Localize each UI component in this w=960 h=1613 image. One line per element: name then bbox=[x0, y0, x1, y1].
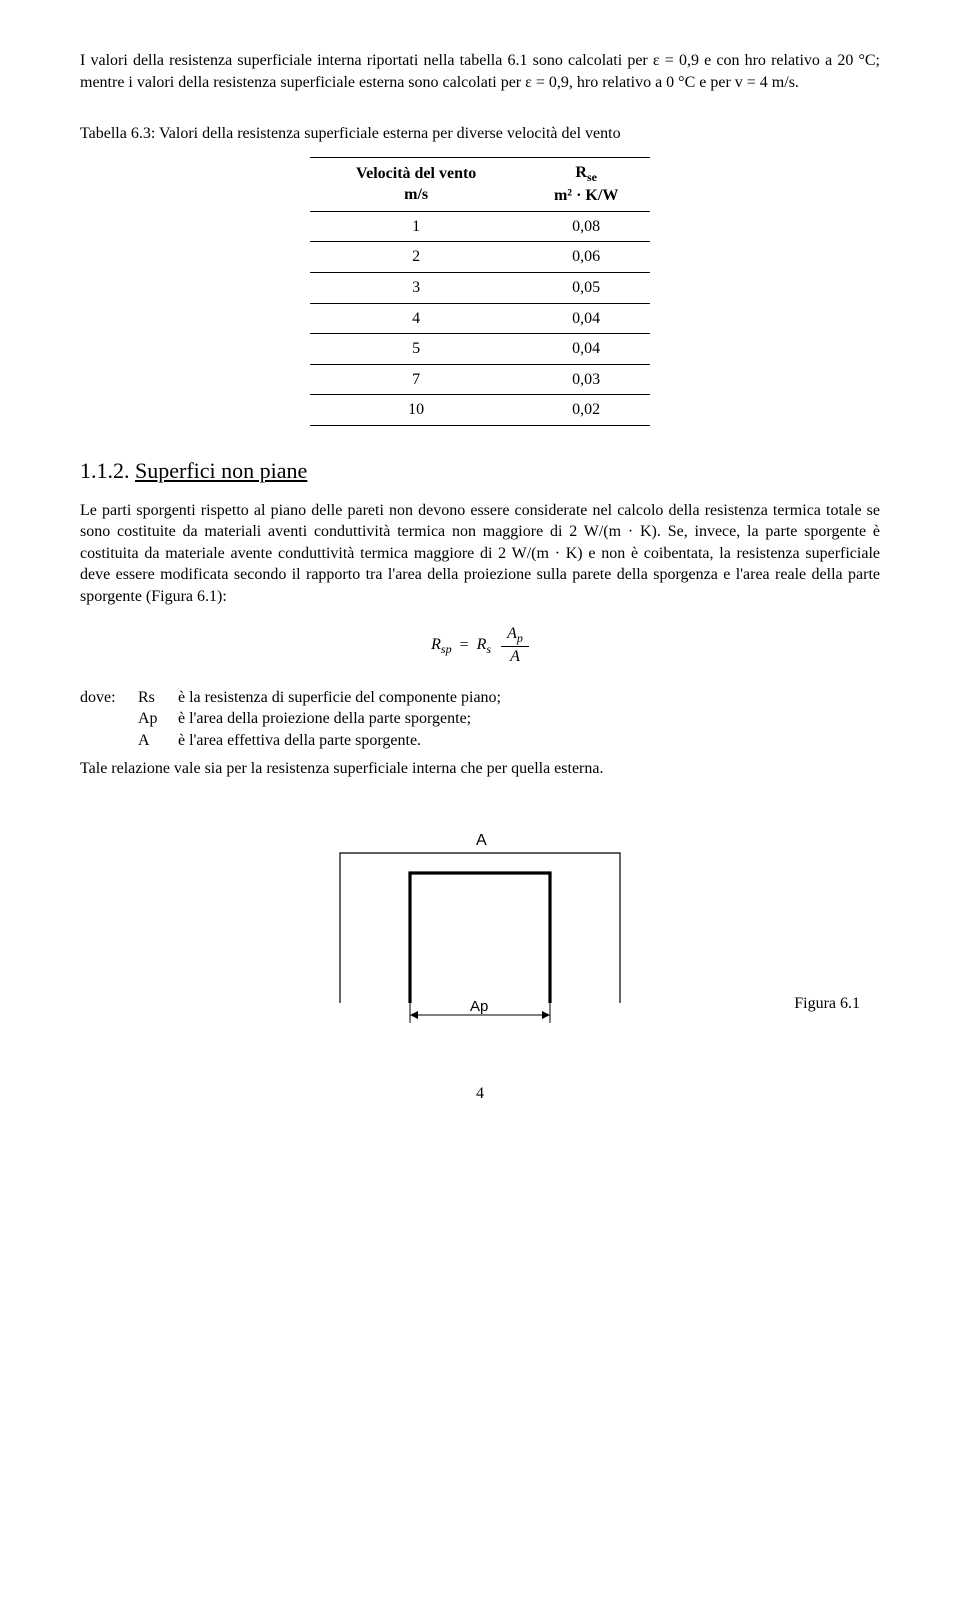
body-paragraph: Le parti sporgenti rispetto al piano del… bbox=[80, 500, 880, 608]
table-row: 100,02 bbox=[310, 395, 650, 426]
table-row: 10,08 bbox=[310, 211, 650, 242]
formula: Rsp = Rs Ap A bbox=[80, 626, 880, 665]
table-row: 70,03 bbox=[310, 364, 650, 395]
col-header-velocity: Velocità del vento m/s bbox=[310, 157, 522, 211]
table-row: 40,04 bbox=[310, 303, 650, 334]
col-header-rse: Rse m² · K/W bbox=[522, 157, 650, 211]
figure-6-1: A Ap Figura 6.1 bbox=[80, 803, 880, 1063]
table-row: 20,06 bbox=[310, 242, 650, 273]
intro-paragraph: I valori della resistenza superficiale i… bbox=[80, 50, 880, 93]
table-row: 50,04 bbox=[310, 334, 650, 365]
page-number: 4 bbox=[80, 1083, 880, 1105]
resistance-table: Velocità del vento m/s Rse m² · K/W 10,0… bbox=[310, 157, 650, 426]
figure-label-a: A bbox=[476, 832, 487, 849]
section-heading: 1.1.2. Superfici non piane bbox=[80, 456, 880, 486]
figure-label-ap: Ap bbox=[470, 998, 488, 1015]
definitions: dove: Rs è la resistenza di superficie d… bbox=[80, 687, 880, 752]
table-row: 30,05 bbox=[310, 272, 650, 303]
table-caption: Tabella 6.3: Valori della resistenza sup… bbox=[80, 123, 880, 145]
definitions-tail: Tale relazione vale sia per la resistenz… bbox=[80, 758, 880, 780]
figure-caption: Figura 6.1 bbox=[794, 993, 860, 1015]
